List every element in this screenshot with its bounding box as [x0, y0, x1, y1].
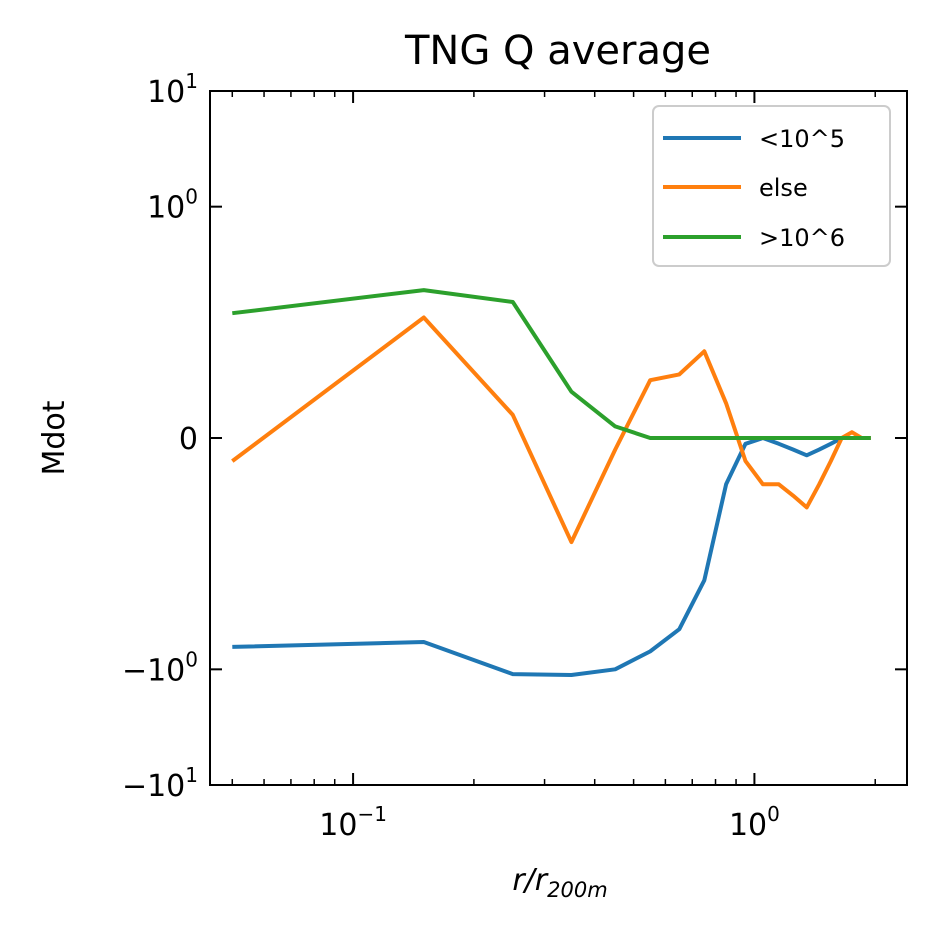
series-line-1 — [231, 315, 871, 545]
x-axis-label: r/r200m — [512, 863, 607, 902]
y-tick-label-4: −101 — [122, 763, 198, 804]
x-axis-label-sub: 200m — [547, 878, 608, 902]
y-axis-label: Mdot — [37, 400, 72, 475]
y-tick-label-0: 101 — [147, 69, 198, 110]
plot-frame — [209, 90, 908, 786]
x-tick-label-1: 100 — [729, 802, 780, 843]
y-tick-label-1: 100 — [147, 185, 198, 226]
x-tick-label-0: 10−1 — [319, 802, 387, 843]
chart-title: TNG Q average — [404, 28, 711, 74]
x-axis-label-base: r/r — [512, 863, 548, 898]
legend-label-else: else — [759, 174, 808, 202]
legend-label-gt10-6: >10^6 — [759, 224, 845, 252]
tick-labels-layer: 10−1 100 101 100 0 −100 −101 — [122, 69, 780, 843]
series-line-2 — [232, 288, 871, 440]
y-tick-label-2: 0 — [179, 422, 198, 457]
series-layer — [231, 288, 871, 677]
legend-box — [652, 105, 891, 267]
legend: <10^5 else >10^6 — [652, 105, 891, 267]
legend-label-lt10-5: <10^5 — [759, 125, 845, 153]
y-tick-label-3: −100 — [122, 647, 198, 688]
